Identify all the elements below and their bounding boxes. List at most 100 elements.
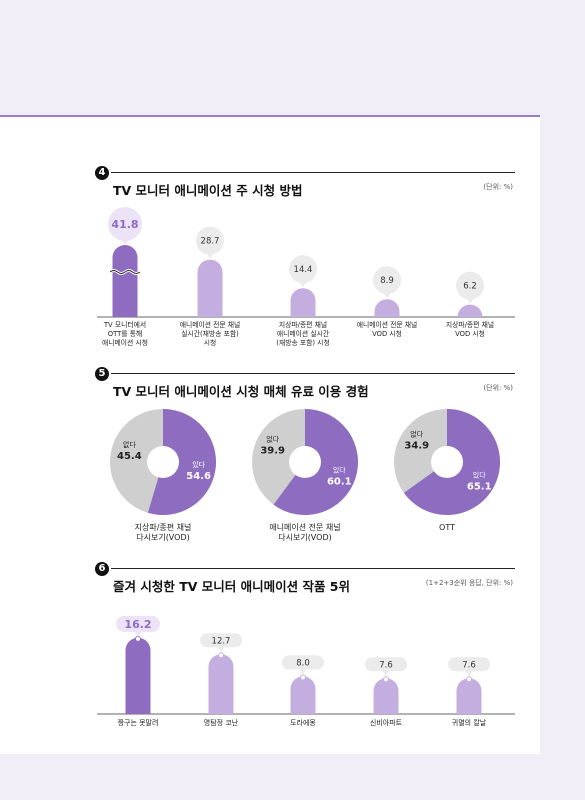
bar-top-dot	[300, 674, 306, 681]
bar	[457, 304, 483, 318]
category-label: 신비아파트	[370, 718, 403, 727]
data-label: 60.1	[327, 477, 352, 488]
data-label: 28.7	[201, 237, 220, 247]
pie-name-label: 다시보기(VOD)	[136, 533, 189, 542]
bar	[197, 259, 223, 317]
bar-top-dot	[135, 635, 141, 642]
slice-label: 없다	[266, 434, 279, 443]
value-bubble-pointer	[383, 292, 391, 299]
category-label: 귀멸의 칼날	[452, 718, 487, 727]
data-label: 8.0	[296, 658, 310, 668]
data-label: 41.8	[111, 218, 138, 231]
category-label: OTT를 통해	[108, 329, 142, 338]
category-label: 지상파/종편 채널	[446, 320, 494, 329]
value-bubble	[456, 271, 484, 300]
data-label: 54.6	[186, 471, 211, 482]
value-bubble	[108, 207, 142, 241]
bar	[290, 676, 316, 714]
top-band	[0, 0, 585, 116]
bar	[373, 678, 399, 714]
value-bubble-pointer	[465, 670, 473, 677]
category-label: 애니메이션 전문 채널	[357, 320, 418, 329]
value-bubble-pointer	[299, 281, 307, 288]
data-label: 12.7	[212, 636, 231, 646]
slice-label: 없다	[123, 440, 136, 449]
bar-top-dot	[466, 676, 472, 683]
slice-label: 있다	[192, 460, 205, 469]
chart-section-5: 5 TV 모니터 애니메이션 시청 매체 유료 이용 경험 (단위: %) 있다…	[95, 367, 515, 552]
bar-top-dot	[218, 652, 224, 659]
bar	[112, 245, 138, 317]
section-rule	[111, 568, 515, 569]
section-number: 5	[95, 367, 109, 381]
chart-section-6: 6 즐겨 시청한 TV 모니터 애니메이션 작품 5위 (1+2+3순위 응답,…	[95, 562, 515, 732]
value-bubble-pointer	[134, 630, 142, 637]
value-bubble	[448, 657, 490, 672]
category-label: TV 모니터에서	[103, 320, 146, 329]
chart-title: TV 모니터 애니메이션 주 시청 방법	[113, 183, 303, 198]
data-label: 6.2	[463, 282, 477, 292]
data-label: 65.1	[467, 482, 492, 493]
axis-break-mark	[109, 270, 141, 274]
category-label: 시청	[204, 339, 217, 347]
chart-section-4: 4 TV 모니터 애니메이션 주 시청 방법 (단위: %) 41.8 TV 모니…	[95, 166, 515, 351]
chart-title: 즐겨 시청한 TV 모니터 애니메이션 작품 5위	[113, 579, 351, 594]
section-number: 4	[95, 166, 109, 180]
chart-unit: (단위: %)	[483, 183, 513, 191]
category-label: 애니메이션 전문 채널	[180, 320, 241, 329]
pie-name-label: OTT	[439, 523, 455, 532]
value-bubble-pointer	[217, 646, 225, 653]
bar-top-dot	[383, 676, 389, 683]
value-bubble-pointer	[466, 297, 474, 304]
top-divider	[0, 115, 540, 117]
data-label: 39.9	[260, 445, 285, 456]
category-label: 짱구는 못말려	[118, 718, 159, 727]
chart-title: TV 모니터 애니메이션 시청 매체 유료 이용 경험	[113, 384, 369, 399]
section-number: 6	[95, 562, 109, 576]
slice-label: 있다	[333, 466, 346, 475]
category-label: VOD 시청	[455, 330, 485, 338]
value-bubble	[200, 633, 242, 648]
category-label: 애니메이션 시청	[102, 338, 148, 347]
pie-name-label: 지상파/종편 채널	[135, 522, 192, 532]
bar	[456, 678, 482, 714]
chart-unit: (단위: %)	[483, 384, 513, 392]
value-bubble	[289, 255, 317, 284]
category-label: 지상파/종편 채널	[279, 320, 327, 329]
data-label: 7.6	[462, 660, 476, 670]
data-label: 34.9	[404, 440, 429, 451]
chart-unit: (1+2+3순위 응답, 단위: %)	[425, 579, 513, 587]
value-bubble-pointer	[382, 670, 390, 677]
value-bubble-pointer	[206, 252, 214, 259]
value-bubble	[373, 266, 401, 295]
data-label: 16.2	[124, 618, 151, 631]
value-bubble	[365, 657, 407, 672]
bar-chart-favorite-titles: 16.2 짱구는 못말려 12.7 명탐정 코난 8.0 도라에몽 7.6 신비아파트 7.6 귀…	[97, 615, 515, 727]
pie-hole	[289, 446, 321, 478]
section-rule	[111, 172, 515, 173]
value-bubble	[196, 226, 224, 255]
value-bubble	[282, 655, 324, 670]
pie-hole	[431, 446, 463, 478]
value-bubble-pointer	[121, 239, 129, 245]
slice-label: 있다	[473, 471, 486, 480]
pie-slice-yes	[147, 409, 216, 515]
bar	[125, 637, 151, 714]
category-label: 실시간(재방송 포함)	[181, 329, 239, 338]
bar	[374, 299, 400, 317]
data-label: 8.9	[380, 276, 394, 286]
pie-name-label: 다시보기(VOD)	[278, 533, 331, 542]
data-label: 45.4	[117, 451, 142, 462]
value-bubble	[116, 615, 160, 632]
slice-label: 없다	[410, 429, 423, 438]
section-rule	[111, 373, 515, 374]
pie-hole	[147, 446, 179, 478]
bar	[208, 654, 234, 714]
pie-name-label: 애니메이션 전문 채널	[269, 522, 340, 532]
data-label: 7.6	[379, 660, 393, 670]
category-label: 도라에몽	[290, 718, 316, 727]
category-label: (재방송 포함) 시청	[276, 338, 329, 347]
data-label: 14.4	[294, 265, 313, 275]
